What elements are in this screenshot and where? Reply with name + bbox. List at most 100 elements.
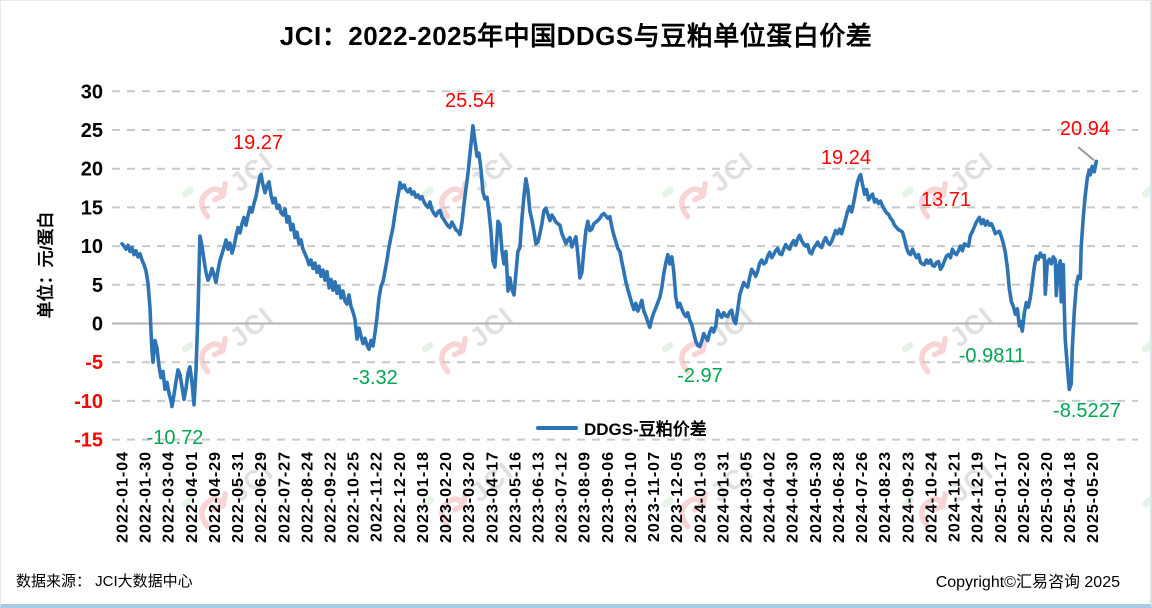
jci-watermark: JCI	[661, 146, 759, 220]
watermark-green-dot	[421, 186, 434, 198]
x-tick-label: 2022-01-30	[138, 451, 155, 543]
watermark-logo-icon	[199, 491, 228, 530]
x-tick-label: 2022-04-29	[207, 451, 224, 543]
x-tick-label: 2022-08-24	[299, 451, 316, 543]
jci-watermark: JCI	[421, 301, 519, 375]
watermark-green-dot	[181, 186, 194, 198]
legend-label: DDGS-豆粕价差	[584, 420, 707, 439]
y-tick-label: 10	[81, 236, 103, 258]
x-tick-label: 2024-11-21	[947, 451, 964, 542]
x-tick-label: 2024-05-30	[808, 451, 825, 543]
x-tick-label: 2023-10-10	[623, 451, 640, 543]
x-tick-label: 2022-06-29	[253, 451, 270, 543]
series-line	[120, 124, 1099, 409]
x-tick-label: 2022-07-27	[276, 451, 293, 543]
x-tick-label: 2024-08-23	[877, 451, 894, 543]
x-tick-label: 2024-01-31	[715, 451, 732, 543]
chart-title: JCI：2022-2025年中国DDGS与豆粕单位蛋白价差	[279, 21, 873, 51]
y-tick-label: 0	[92, 314, 103, 336]
y-tick-label: -5	[85, 352, 103, 374]
y-tick-label: 5	[92, 275, 103, 297]
x-tick-label: 2025-01-17	[993, 451, 1010, 543]
x-tick-label: 2024-09-23	[900, 451, 917, 543]
x-tick-label: 2023-06-13	[531, 451, 548, 543]
x-tick-label: 2023-07-12	[554, 451, 571, 543]
annotation-leader-line	[1077, 146, 1095, 161]
x-tick-label: 2024-01-03	[692, 451, 709, 543]
watermark-logo-icon	[679, 181, 708, 220]
x-tick-label: 2022-01-04	[115, 451, 132, 543]
x-tick-label: 2023-01-18	[415, 451, 432, 543]
x-tick-label: 2024-04-02	[762, 451, 779, 543]
watermark-green-dot	[661, 496, 674, 508]
x-tick-label: 2025-02-20	[1016, 451, 1033, 543]
watermark-green-dot	[901, 341, 914, 353]
watermark-logo-icon	[199, 336, 228, 375]
x-tick-label: 2023-02-20	[438, 451, 455, 543]
annotation-value: -3.32	[352, 367, 398, 389]
x-tick-label: 2022-04-01	[184, 451, 201, 543]
copyright: Copyright©汇易咨询 2025	[935, 574, 1120, 591]
watermark-green-dot	[1141, 496, 1152, 508]
x-tick-label: 2023-04-17	[484, 451, 501, 543]
y-tick-label: 20	[81, 159, 103, 181]
annotation-value: -2.97	[677, 365, 723, 387]
watermark-logo-icon	[679, 491, 708, 530]
annotation-value: -0.9811	[959, 345, 1025, 367]
jci-watermark: JCI	[1141, 341, 1152, 353]
x-tick-label: 2022-10-25	[346, 451, 363, 543]
watermark-logo-icon	[439, 491, 468, 530]
y-tick-label: 30	[81, 81, 103, 103]
x-tick-label: 2023-11-07	[646, 451, 663, 542]
y-tick-label: 25	[81, 120, 103, 142]
watermark-text: JCI	[464, 146, 519, 198]
x-tick-label: 2022-11-22	[369, 451, 386, 542]
annotation-value: 19.24	[821, 147, 871, 169]
watermark-green-dot	[661, 341, 674, 353]
x-tick-label: 2023-03-20	[461, 451, 478, 543]
x-tick-label: 2025-03-20	[1039, 451, 1056, 543]
watermark-green-dot	[421, 341, 434, 353]
jci-watermark: JCI	[901, 146, 999, 220]
watermark-green-dot	[1141, 186, 1152, 198]
x-tick-label: 2022-12-20	[392, 451, 409, 543]
x-tick-label: 2024-03-05	[739, 451, 756, 543]
x-tick-label: 2024-04-30	[785, 451, 802, 543]
x-tick-label: 2023-05-16	[507, 451, 524, 543]
watermark-green-dot	[901, 496, 914, 508]
x-tick-label: 2023-08-09	[577, 451, 594, 543]
jci-watermark: JCI	[901, 301, 999, 375]
data-source: 数据来源： JCI大数据中心	[16, 573, 193, 590]
jci-watermark: JCI	[1141, 496, 1152, 508]
annotation-value: 20.94	[1060, 118, 1110, 140]
watermark-green-dot	[181, 496, 194, 508]
annotation-value: 19.27	[233, 132, 283, 154]
annotation-value: -10.72	[147, 427, 204, 449]
x-tick-label: 2023-12-05	[669, 451, 686, 543]
watermark-green-dot	[1141, 341, 1152, 353]
y-tick-label: 15	[81, 197, 103, 219]
watermark-green-dot	[421, 496, 434, 508]
x-tick-label: 2024-07-26	[854, 451, 871, 543]
annotation-value: -8.5227	[1053, 400, 1121, 422]
watermark-green-dot	[181, 341, 194, 353]
x-tick-label: 2024-10-24	[923, 451, 940, 543]
watermark-green-dot	[901, 186, 914, 198]
x-tick-label: 2024-12-19	[970, 451, 987, 543]
jci-watermark: JCI	[1141, 186, 1152, 198]
watermark-text: JCI	[704, 146, 759, 198]
x-tick-label: 2024-06-28	[831, 451, 848, 543]
x-tick-label: 2022-09-22	[323, 451, 340, 543]
legend: DDGS-豆粕价差	[536, 415, 707, 440]
watermark-logo-icon	[439, 336, 468, 375]
y-tick-label: -10	[74, 391, 103, 413]
watermark-green-dot	[661, 186, 674, 198]
annotation-value: 25.54	[445, 90, 495, 112]
x-tick-label: 2025-04-18	[1062, 451, 1079, 543]
watermark-logo-icon	[199, 181, 228, 220]
annotation-value: 13.71	[921, 189, 971, 211]
x-tick-label: 2022-03-04	[161, 451, 178, 543]
watermark-logo-icon	[919, 491, 948, 530]
x-tick-label: 2022-05-31	[230, 451, 247, 543]
